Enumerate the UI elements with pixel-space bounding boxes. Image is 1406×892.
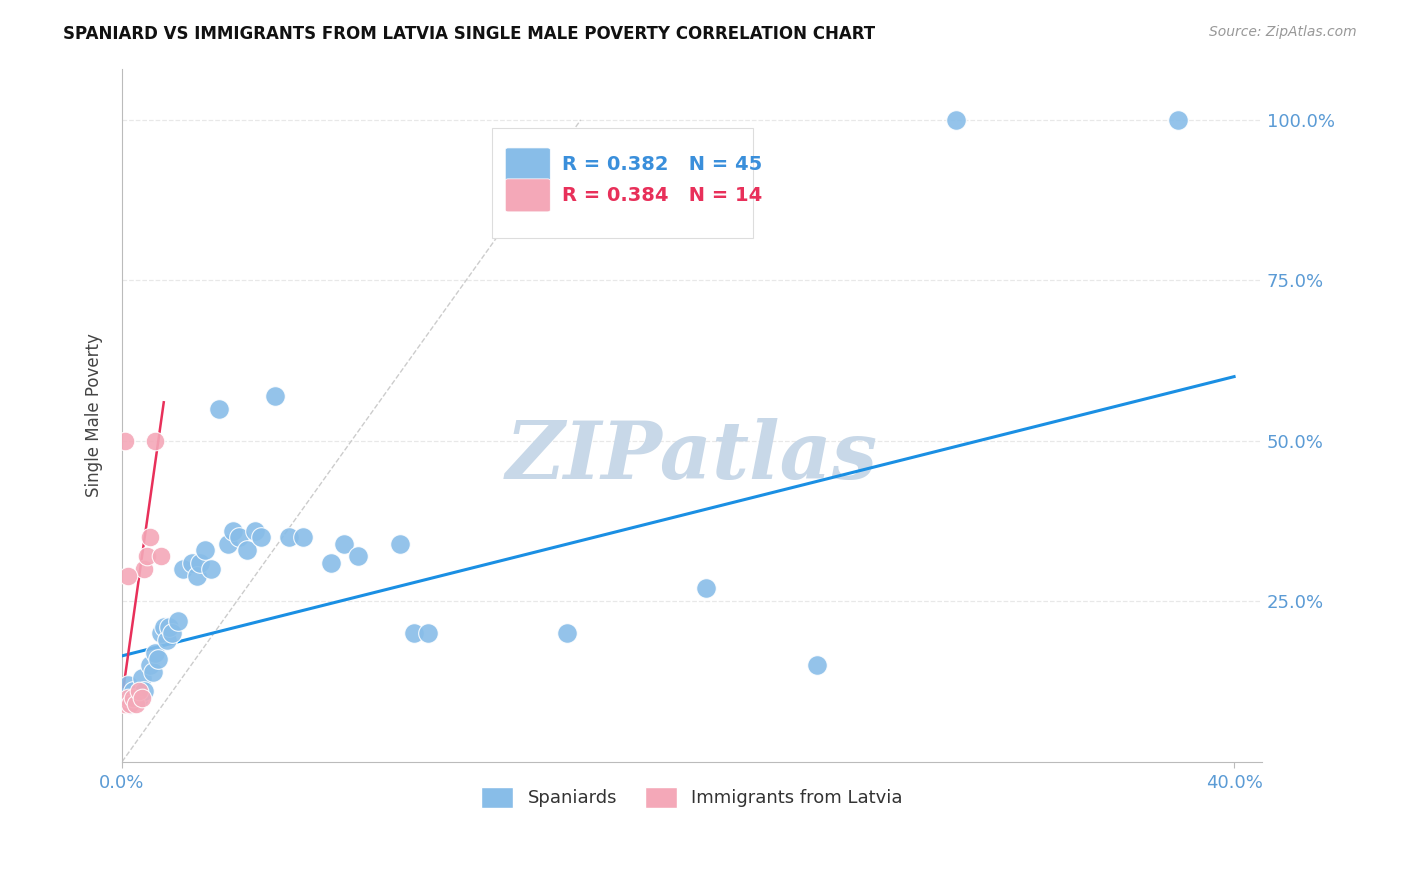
Point: [149, 626, 172, 640]
Point: [131, 690, 153, 705]
Point: [114, 697, 136, 711]
Point: [264, 389, 287, 403]
Point: [555, 626, 578, 640]
Text: Source: ZipAtlas.com: Source: ZipAtlas.com: [1209, 25, 1357, 39]
Point: [188, 556, 211, 570]
Point: [389, 536, 412, 550]
Point: [120, 697, 142, 711]
Point: [236, 543, 259, 558]
Point: [125, 697, 148, 711]
Text: R = 0.382   N = 45: R = 0.382 N = 45: [561, 155, 762, 175]
Point: [319, 556, 342, 570]
Point: [134, 562, 156, 576]
Point: [416, 626, 439, 640]
Point: [402, 626, 425, 640]
Point: [347, 549, 370, 564]
Legend: Spaniards, Immigrants from Latvia: Spaniards, Immigrants from Latvia: [474, 780, 910, 815]
Point: [806, 658, 828, 673]
Point: [152, 620, 174, 634]
Point: [200, 562, 222, 576]
Point: [194, 543, 217, 558]
Point: [117, 690, 139, 705]
Point: [145, 434, 167, 448]
Point: [166, 614, 188, 628]
Y-axis label: Single Male Poverty: Single Male Poverty: [86, 334, 103, 497]
Point: [157, 620, 180, 634]
Point: [245, 524, 267, 538]
Point: [117, 678, 139, 692]
Point: [114, 434, 136, 448]
Point: [122, 684, 145, 698]
Point: [222, 524, 245, 538]
Point: [148, 652, 170, 666]
Point: [122, 690, 145, 705]
Point: [333, 536, 356, 550]
Point: [1167, 112, 1189, 127]
Point: [160, 626, 183, 640]
Text: ZIPatlas: ZIPatlas: [506, 418, 877, 495]
Point: [695, 582, 717, 596]
Point: [250, 530, 273, 544]
Point: [114, 690, 136, 705]
Point: [139, 530, 162, 544]
Point: [128, 690, 150, 705]
Point: [128, 684, 150, 698]
Point: [172, 562, 194, 576]
Point: [217, 536, 239, 550]
Point: [208, 401, 231, 416]
Point: [180, 556, 202, 570]
Point: [945, 112, 967, 127]
Point: [139, 658, 162, 673]
Point: [134, 684, 156, 698]
Text: R = 0.384   N = 14: R = 0.384 N = 14: [561, 186, 762, 205]
Point: [117, 568, 139, 582]
Point: [277, 530, 299, 544]
Point: [125, 690, 148, 705]
Point: [149, 549, 172, 564]
Point: [131, 671, 153, 685]
Point: [142, 665, 165, 679]
Point: [291, 530, 314, 544]
Point: [120, 697, 142, 711]
Point: [186, 568, 208, 582]
Point: [145, 646, 167, 660]
Point: [136, 549, 159, 564]
Point: [228, 530, 250, 544]
Point: [155, 632, 177, 647]
Text: SPANIARD VS IMMIGRANTS FROM LATVIA SINGLE MALE POVERTY CORRELATION CHART: SPANIARD VS IMMIGRANTS FROM LATVIA SINGL…: [63, 25, 876, 43]
